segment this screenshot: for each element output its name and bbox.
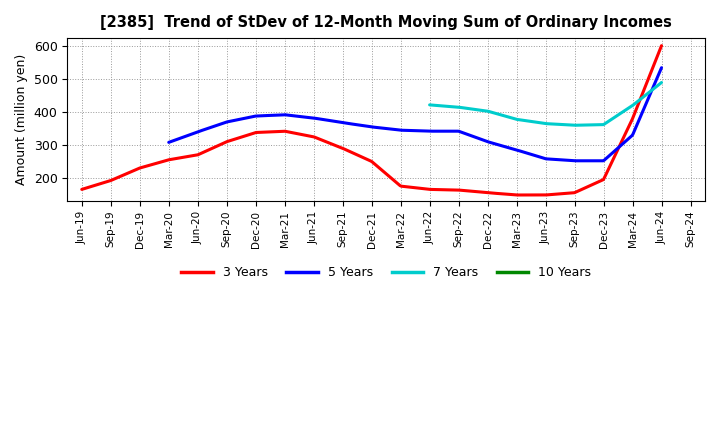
Title: [2385]  Trend of StDev of 12-Month Moving Sum of Ordinary Incomes: [2385] Trend of StDev of 12-Month Moving… [100,15,672,30]
Y-axis label: Amount (million yen): Amount (million yen) [15,54,28,185]
Legend: 3 Years, 5 Years, 7 Years, 10 Years: 3 Years, 5 Years, 7 Years, 10 Years [176,261,596,284]
